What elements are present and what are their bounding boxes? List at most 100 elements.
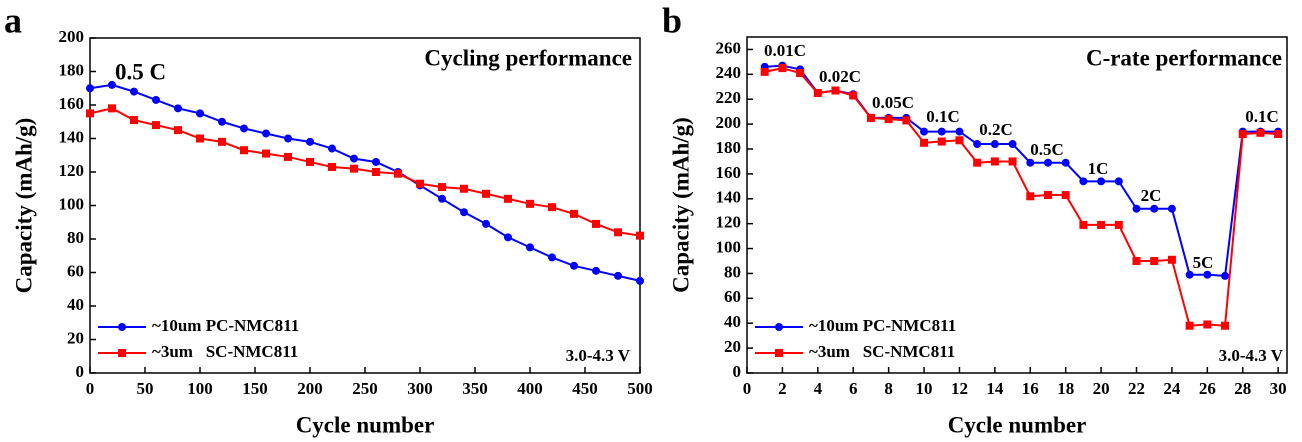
y-tick-label: 20 [67, 328, 84, 347]
marker [760, 67, 769, 76]
marker [152, 95, 160, 104]
y-tick-label: 220 [716, 88, 742, 107]
marker [1221, 321, 1230, 330]
marker [130, 87, 138, 96]
y-tick-label: 200 [716, 113, 742, 132]
x-tick-label: 4 [814, 379, 823, 398]
marker [884, 115, 893, 124]
marker [1132, 204, 1141, 213]
marker [1114, 177, 1123, 186]
y-tick-label: 100 [59, 194, 85, 213]
x-tick-label: 12 [951, 379, 968, 398]
note: 3.0-4.3 V [1219, 346, 1284, 365]
legend-label: ~3um SC-NMC811 [809, 342, 955, 361]
y-tick-label: 0 [76, 362, 85, 381]
y-tick-label: 40 [67, 295, 84, 314]
x-tick-label: 22 [1128, 379, 1145, 398]
x-tick-label: 500 [627, 379, 653, 398]
marker [196, 134, 204, 143]
marker [438, 194, 446, 203]
legend-label: ~3um SC-NMC811 [152, 342, 298, 361]
marker [955, 136, 964, 145]
x-tick-label: 2 [778, 379, 787, 398]
x-tick-label: 16 [1022, 379, 1039, 398]
marker [866, 113, 875, 122]
marker [614, 271, 622, 280]
marker [1221, 271, 1230, 280]
marker [920, 127, 929, 136]
marker [416, 179, 424, 188]
note: 3.0-4.3 V [566, 346, 631, 365]
marker [990, 140, 999, 149]
marker [328, 144, 336, 153]
annotation: 0.2C [979, 120, 1013, 139]
y-tick-label: 40 [724, 312, 741, 331]
x-tick-label: 150 [242, 379, 268, 398]
marker [973, 140, 982, 149]
marker [831, 86, 840, 95]
y-tick-label: 260 [716, 38, 742, 57]
marker [592, 219, 600, 228]
marker [130, 116, 138, 125]
marker [118, 349, 126, 357]
x-tick-label: 50 [137, 379, 154, 398]
marker [240, 146, 248, 155]
y-tick-label: 80 [724, 262, 741, 281]
marker [118, 323, 126, 331]
marker [174, 126, 182, 135]
marker [775, 323, 783, 331]
x-tick-label: 300 [407, 379, 433, 398]
legend-label: ~10um PC-NMC811 [809, 316, 956, 335]
marker [1079, 177, 1088, 186]
y-tick-label: 120 [59, 161, 85, 180]
y-tick-label: 180 [59, 60, 85, 79]
marker [778, 64, 787, 73]
marker [372, 157, 380, 166]
marker [108, 80, 116, 89]
x-tick-label: 18 [1057, 379, 1074, 398]
marker [592, 266, 600, 275]
plot-frame [746, 36, 1288, 374]
marker [328, 162, 336, 171]
marker [1008, 140, 1017, 149]
marker [218, 137, 226, 146]
series-line [764, 64, 1279, 277]
marker [1097, 220, 1106, 229]
marker [1043, 191, 1052, 200]
x-tick-label: 400 [517, 379, 543, 398]
marker [1203, 270, 1212, 279]
x-tick-label: 100 [187, 379, 213, 398]
marker [240, 124, 248, 133]
marker [504, 233, 512, 242]
y-tick-label: 160 [59, 94, 85, 113]
marker [1167, 255, 1176, 264]
marker [937, 137, 946, 146]
marker [570, 261, 578, 270]
y-tick-label: 140 [59, 127, 85, 146]
x-tick-label: 350 [462, 379, 488, 398]
marker [504, 194, 512, 203]
marker [1008, 157, 1017, 166]
legend-label: ~10um PC-NMC811 [152, 316, 299, 335]
chart-title: Cycling performance [424, 45, 632, 70]
marker [1256, 128, 1265, 137]
marker [1061, 191, 1070, 200]
marker [262, 149, 270, 158]
marker [526, 243, 534, 252]
x-tick-label: 26 [1199, 379, 1216, 398]
marker [284, 134, 292, 143]
marker [1114, 220, 1123, 229]
series-line [89, 83, 641, 282]
marker [636, 276, 644, 285]
annotation: 0.1C [1245, 107, 1279, 126]
x-tick-label: 30 [1270, 379, 1287, 398]
x-tick-label: 24 [1163, 379, 1181, 398]
x-tick-label: 20 [1093, 379, 1110, 398]
x-axis-label: Cycle number [296, 412, 435, 437]
marker [108, 104, 116, 113]
marker [350, 164, 358, 173]
y-tick-label: 160 [716, 163, 742, 182]
x-tick-label: 450 [572, 379, 598, 398]
marker [1185, 270, 1194, 279]
y-tick-label: 80 [67, 228, 84, 247]
